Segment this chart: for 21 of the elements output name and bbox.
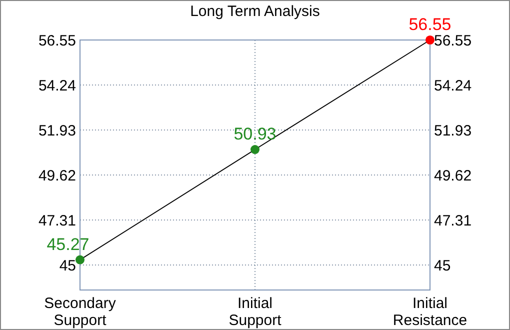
data-label: 56.55 <box>408 15 452 34</box>
y2-tick-label: 51.93 <box>434 122 472 140</box>
data-label: 50.93 <box>234 124 276 144</box>
y-tick-label: 56.55 <box>38 32 76 50</box>
y2-tick-label: 45 <box>434 257 451 274</box>
x-tick-label: Secondary Support <box>44 295 116 329</box>
point <box>250 145 260 154</box>
point <box>75 255 85 264</box>
y-tick-label: 47.31 <box>38 212 76 230</box>
x-tick-label: Initial Support <box>228 295 282 329</box>
y-tick-label: 54.24 <box>38 77 76 94</box>
y-tick-label: 45 <box>59 257 76 274</box>
y-tick-label: 49.62 <box>38 167 76 184</box>
y2-tick-label: 54.24 <box>434 77 472 94</box>
x-tick-label: Initial Resistance <box>392 295 468 329</box>
y2-tick-label: 47.31 <box>434 212 472 230</box>
y2-tick-label: 56.55 <box>434 32 472 50</box>
point <box>425 35 435 45</box>
y2-tick-label: 49.62 <box>434 167 472 184</box>
chart-title: Long Term Analysis <box>190 3 320 20</box>
y-tick-label: 51.93 <box>38 122 76 140</box>
